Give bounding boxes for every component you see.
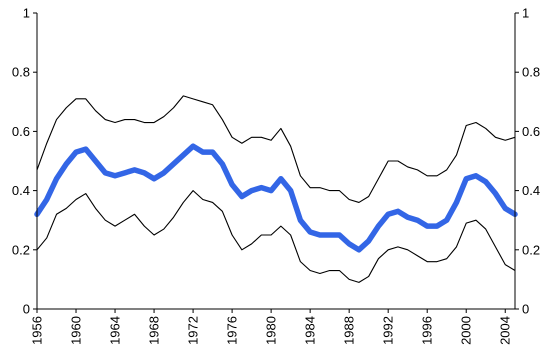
y-tick-label-left: 0.2: [12, 242, 30, 257]
x-tick-label: 1984: [303, 316, 318, 345]
y-tick-label-right: 0.6: [522, 124, 540, 139]
y-tick-label-left: 0.6: [12, 124, 30, 139]
x-tick-label: 1968: [147, 316, 162, 345]
x-tick-label: 1960: [69, 316, 84, 345]
x-tick-label: 1964: [108, 316, 123, 345]
x-tick-label: 1956: [30, 316, 45, 345]
y-tick-label-left: 0.4: [12, 183, 30, 198]
y-tick-label-left: 0: [23, 302, 30, 317]
y-tick-label-left: 0.8: [12, 65, 30, 80]
x-tick-label: 1992: [381, 316, 396, 345]
x-tick-label: 1972: [186, 316, 201, 345]
y-tick-label-right: 0: [522, 302, 529, 317]
axes-layer: 0 0 0.2 0.2 0.4 0.4 0.6 0.6 0.8 0.8 1 1 1956 1960 1964…: [12, 6, 540, 345]
y-tick-label-right: 0.2: [522, 242, 540, 257]
y-tick-label-left: 1: [23, 6, 30, 21]
x-tick-label: 1988: [342, 316, 357, 345]
x-tick-label: 2004: [498, 316, 513, 345]
series-line-lower: [36, 190, 516, 283]
x-tick-label: 1980: [264, 316, 279, 345]
plot-background: [37, 13, 515, 309]
y-tick-label-right: 1: [522, 6, 529, 21]
y-tick-label-right: 0.8: [522, 65, 540, 80]
series-layer: [34, 95, 518, 283]
series-line-upper: [36, 95, 516, 203]
x-tick-label: 1976: [225, 316, 240, 345]
plot-area: [37, 13, 515, 309]
series-line-estimate: [34, 143, 518, 253]
y-tick-label-right: 0.4: [522, 183, 540, 198]
x-tick-label: 2000: [459, 316, 474, 345]
x-tick-label: 1996: [420, 316, 435, 345]
